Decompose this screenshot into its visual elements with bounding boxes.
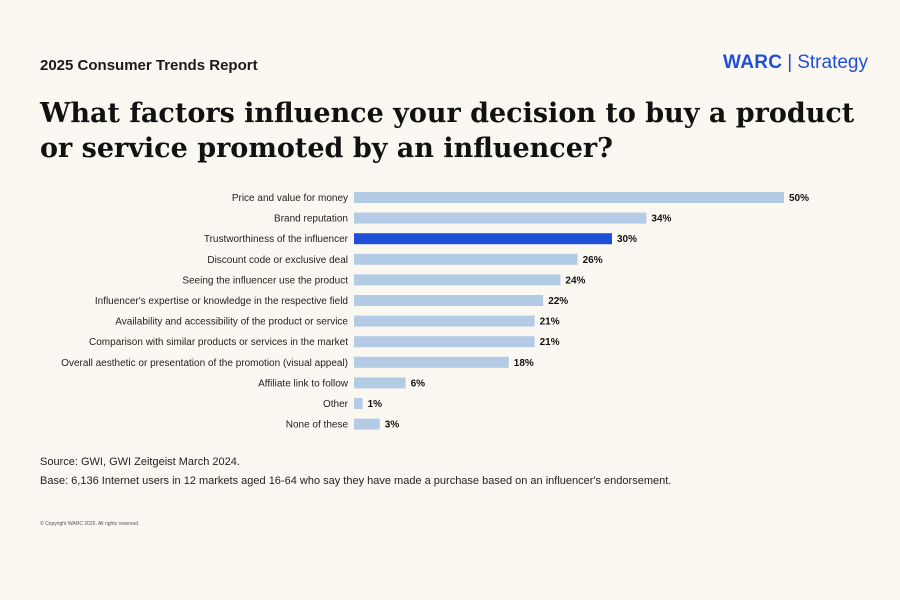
- copyright-note: © Copyright WARC 2025. All rights reserv…: [40, 521, 140, 527]
- bar: [354, 336, 535, 348]
- bar: [354, 253, 578, 265]
- bar: [354, 398, 363, 409]
- category-label: Availability and accessibility of the pr…: [115, 317, 348, 328]
- data-label: 24%: [565, 275, 585, 286]
- data-label: 6%: [411, 378, 426, 389]
- category-label: Trustworthiness of the influencer: [204, 234, 349, 245]
- data-label: 26%: [583, 255, 603, 266]
- bar: [354, 377, 406, 389]
- category-label: Affiliate link to follow: [258, 378, 349, 389]
- data-label: 21%: [540, 317, 560, 328]
- category-label: Overall aesthetic or presentation of the…: [61, 358, 348, 369]
- bar: [354, 212, 647, 224]
- category-label: Influencer's expertise or knowledge in t…: [95, 296, 348, 307]
- brand-name: WARC: [723, 52, 783, 73]
- category-label: Seeing the influencer use the product: [182, 275, 348, 286]
- category-label: Price and value for money: [232, 193, 348, 204]
- category-label: Comparison with similar products or serv…: [89, 337, 348, 348]
- bar: [354, 233, 612, 245]
- chart-title: What factors influence your decision to …: [40, 98, 855, 164]
- bar: [354, 274, 561, 286]
- source-note: Source: GWI, GWI Zeitgeist March 2024.: [40, 456, 240, 468]
- report-label: 2025 Consumer Trends Report: [40, 57, 258, 74]
- bar: [354, 315, 535, 327]
- warc-strategy-logo: WARC | Strategy: [723, 52, 868, 74]
- category-label: Brand reputation: [274, 214, 348, 225]
- brand-sub: Strategy: [797, 52, 868, 73]
- bar-chart: Price and value for money 50% Brand reputa…: [61, 192, 809, 431]
- data-label: 50%: [789, 193, 809, 204]
- data-label: 34%: [651, 214, 671, 225]
- base-note: Base: 6,136 Internet users in 12 markets…: [40, 475, 672, 487]
- bar: [354, 418, 380, 430]
- data-label: 30%: [617, 234, 637, 245]
- bar: [354, 356, 509, 368]
- category-label: Discount code or exclusive deal: [207, 255, 348, 266]
- bar: [354, 295, 544, 306]
- data-label: 3%: [385, 420, 400, 431]
- data-label: 21%: [540, 337, 560, 348]
- brand-separator: |: [787, 52, 793, 73]
- category-label: None of these: [286, 420, 349, 431]
- data-label: 1%: [368, 399, 383, 410]
- bar: [354, 192, 784, 203]
- category-label: Other: [323, 399, 349, 410]
- data-label: 22%: [548, 296, 568, 307]
- data-label: 18%: [514, 358, 534, 369]
